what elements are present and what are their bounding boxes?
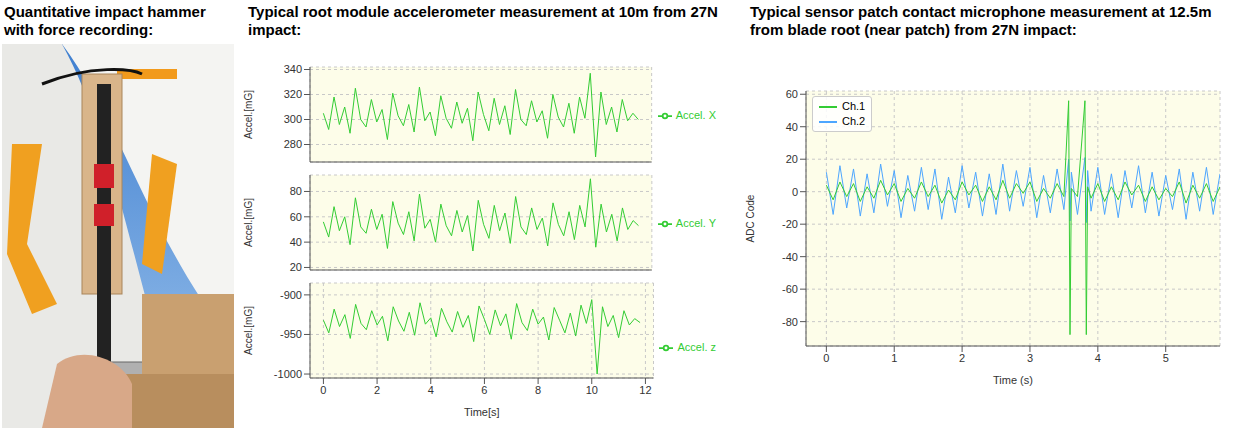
svg-text:2: 2	[374, 384, 380, 396]
svg-text:ADC Code: ADC Code	[745, 194, 756, 242]
svg-text:60: 60	[786, 88, 798, 100]
html-text:Accel. X: Accel. X	[675, 109, 716, 121]
svg-text:0: 0	[320, 384, 326, 396]
html-text:Ch.1: Ch.1	[842, 100, 866, 112]
svg-text:20: 20	[786, 153, 798, 165]
svg-text:40: 40	[290, 236, 302, 248]
svg-text:3: 3	[1027, 352, 1033, 364]
html-text:Accel. z: Accel. z	[677, 341, 716, 353]
svg-text:0: 0	[792, 186, 798, 198]
svg-text:-20: -20	[782, 218, 798, 230]
html-text:Accel. Y: Accel. Y	[675, 217, 716, 229]
svg-text:Accel.[mG]: Accel.[mG]	[243, 90, 254, 139]
svg-text:0: 0	[823, 352, 829, 364]
svg-text:-950: -950	[280, 328, 302, 340]
svg-text:4: 4	[1095, 352, 1101, 364]
html-text:Typical sensor patch contact m: Typical sensor patch contact microphone …	[750, 3, 1212, 38]
svg-text:320: 320	[284, 88, 302, 100]
svg-text:20: 20	[290, 261, 302, 273]
svg-text:-1000: -1000	[274, 368, 302, 380]
svg-text:280: 280	[284, 138, 302, 150]
svg-text:Time (s): Time (s)	[993, 374, 1033, 386]
svg-text:300: 300	[284, 113, 302, 125]
html-text:Quantitative impact hammer wit: Quantitative impact hammer with force re…	[4, 3, 206, 38]
svg-text:Accel.[mG]: Accel.[mG]	[243, 306, 254, 355]
svg-text:-60: -60	[782, 283, 798, 295]
svg-text:80: 80	[290, 185, 302, 197]
html-text:Ch.2: Ch.2	[842, 115, 866, 127]
svg-text:1: 1	[891, 352, 897, 364]
svg-text:4: 4	[428, 384, 434, 396]
svg-text:40: 40	[786, 121, 798, 133]
svg-text:Accel.[mG]: Accel.[mG]	[243, 198, 254, 247]
svg-text:5: 5	[1163, 352, 1169, 364]
svg-text:10: 10	[586, 384, 598, 396]
svg-text:-80: -80	[782, 316, 798, 328]
svg-text:2: 2	[959, 352, 965, 364]
svg-text:8: 8	[535, 384, 541, 396]
svg-text:-40: -40	[782, 251, 798, 263]
svg-text:-900: -900	[280, 289, 302, 301]
svg-text:6: 6	[481, 384, 487, 396]
html-text:Typical root module accelerome: Typical root module accelerometer measur…	[248, 3, 718, 38]
svg-text:Time[s]: Time[s]	[464, 406, 500, 418]
svg-text:60: 60	[290, 211, 302, 223]
svg-text:12: 12	[639, 384, 651, 396]
svg-text:340: 340	[284, 63, 302, 75]
